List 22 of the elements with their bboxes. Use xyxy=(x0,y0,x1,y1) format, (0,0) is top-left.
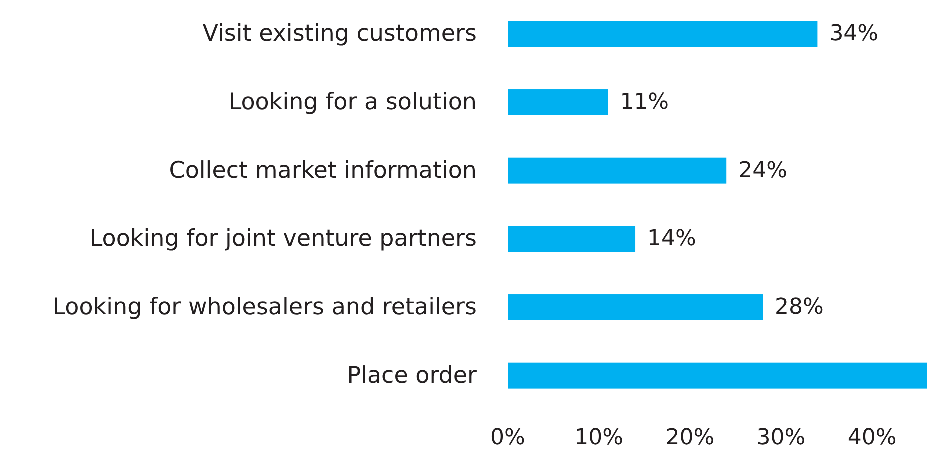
y-tick-label: Place order xyxy=(347,362,478,389)
bar xyxy=(508,362,927,389)
x-tick-label: 30% xyxy=(756,426,806,450)
x-tick-label: 0% xyxy=(490,426,526,450)
data-label: 24% xyxy=(738,158,788,184)
bar xyxy=(508,226,636,252)
x-tick-label: 10% xyxy=(574,426,624,450)
bar xyxy=(508,90,608,116)
x-tick-label: 20% xyxy=(666,426,715,450)
bar xyxy=(508,21,818,48)
data-label: 34% xyxy=(830,22,879,47)
y-tick-label: Looking for wholesalers and retailers xyxy=(52,294,477,320)
y-tick-label: Looking for joint venture partners xyxy=(90,226,477,252)
data-label: 11% xyxy=(620,90,670,115)
y-tick-label: Collect market information xyxy=(169,158,477,184)
x-tick-label: 40% xyxy=(848,426,897,450)
bar xyxy=(508,158,727,184)
data-label: 28% xyxy=(775,295,824,320)
y-tick-label: Looking for a solution xyxy=(228,90,477,116)
data-label: 14% xyxy=(648,226,696,252)
bar xyxy=(508,294,764,320)
y-tick-label: Visit existing customers xyxy=(202,21,477,48)
